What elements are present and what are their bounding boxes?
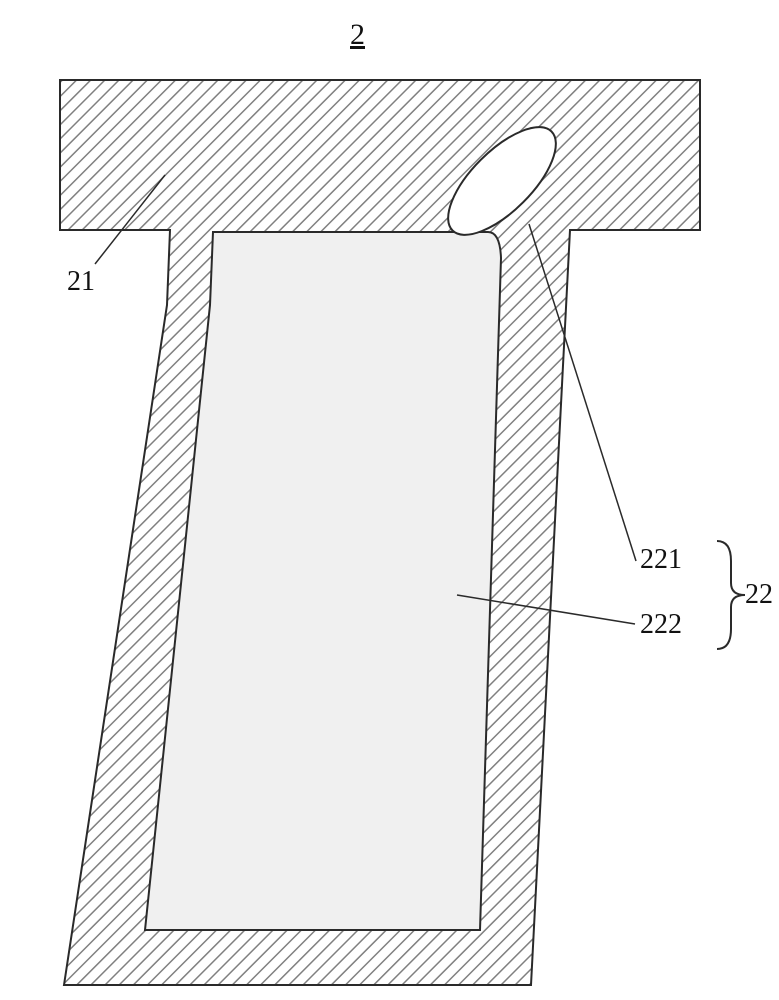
figure-wrap: 2 21 221 222 22 xyxy=(0,0,779,1000)
label-221: 221 xyxy=(640,544,682,576)
figure-svg xyxy=(0,0,779,1000)
label-222: 222 xyxy=(640,609,682,641)
label-21: 21 xyxy=(67,266,95,298)
figure-title: 2 xyxy=(350,18,365,52)
label-22: 22 xyxy=(745,579,773,611)
